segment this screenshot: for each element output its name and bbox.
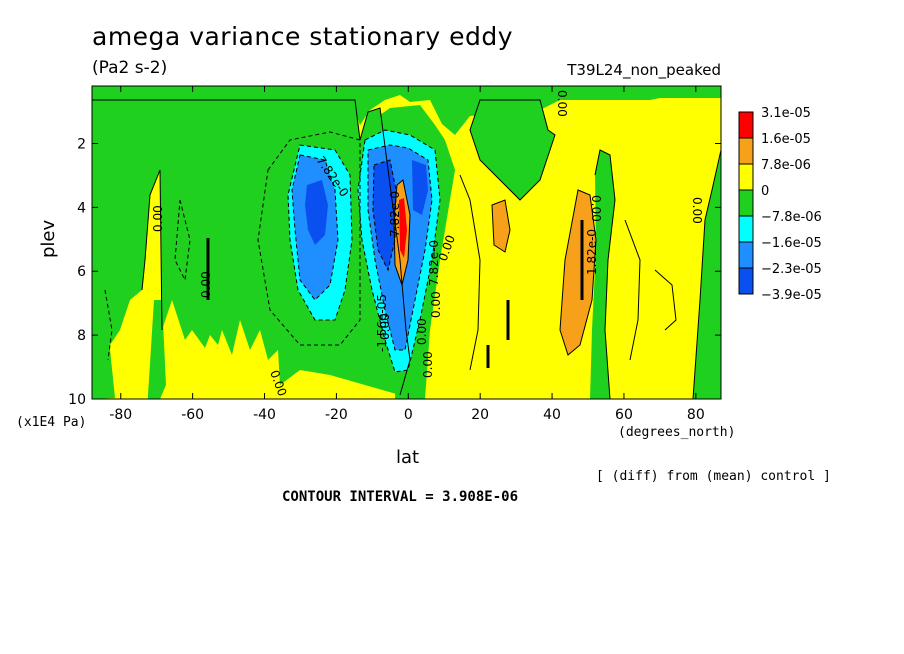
legend-label: −2.3e-05 — [761, 262, 822, 277]
green-region-nh-east — [693, 150, 721, 399]
contour-line — [372, 159, 397, 272]
darkblue-core-sh — [305, 180, 328, 245]
contour-line — [692, 149, 721, 399]
legend-label: 7.8e-06 — [761, 158, 811, 173]
y-tick-label: 8 — [77, 328, 86, 344]
contour-line — [654, 269, 677, 331]
plot-frame — [91, 85, 722, 400]
green-region-nh-strip — [590, 150, 615, 399]
contour-label: 1.82e-0 — [585, 229, 599, 275]
contour-label: 0.00 — [378, 313, 392, 340]
x-tick-label: -60 — [181, 407, 204, 423]
contour-line — [624, 219, 641, 361]
contour-line — [393, 179, 411, 287]
legend-label: 3.1e-05 — [761, 106, 811, 121]
x-tick-label: 40 — [543, 407, 561, 423]
contour-line — [291, 154, 339, 301]
contour-label: 0.00 — [415, 318, 429, 345]
contour-line — [141, 169, 163, 331]
contour-line — [559, 189, 597, 356]
orange-blob-nh — [492, 200, 510, 252]
diff-note: [ (diff) from (mean) control ] — [596, 469, 831, 484]
contour-label: 0.00 — [555, 90, 569, 117]
contour-line — [357, 129, 441, 373]
contour-line — [92, 99, 411, 396]
contour-interval: CONTOUR INTERVAL = 3.908E-06 — [282, 489, 519, 505]
green-region-nh-column — [470, 100, 555, 200]
y-tick-label: 2 — [77, 136, 86, 152]
x-tick-label: -20 — [325, 407, 348, 423]
contour-label: 0.00 — [690, 197, 704, 224]
x-tick-label: 0 — [404, 407, 413, 423]
green-region-top — [92, 86, 721, 135]
contour-label: 7.82e-0 — [427, 240, 441, 286]
contour-line — [287, 144, 353, 321]
darkblue-core-eq-right — [412, 160, 428, 215]
legend-label: −3.9e-05 — [761, 288, 822, 303]
chart-title: amega variance stationary eddy — [92, 22, 514, 51]
x-tick-label: 20 — [471, 407, 489, 423]
contour-line — [594, 149, 616, 399]
y-axis: 2 4 6 8 10 — [68, 136, 721, 408]
color-legend: 3.1e-05 1.6e-05 7.8e-06 0 −7.8e-06 −1.6e-05 −2… — [738, 106, 822, 303]
y-axis-units: (x1E4 Pa) — [16, 415, 87, 430]
y-tick-label: 10 — [68, 392, 86, 408]
contour-label: 0.00 — [421, 351, 435, 378]
legend-swatch — [738, 163, 754, 191]
contour-label: 0.00 — [429, 291, 443, 318]
y-tick-label: 6 — [77, 264, 86, 280]
legend-label: 0 — [761, 184, 769, 199]
contour-line — [367, 144, 433, 351]
x-axis-label: lat — [396, 447, 420, 468]
x-tick-label: -40 — [253, 407, 276, 423]
x-axis: -80 -60 -40 -20 0 20 40 60 80 — [109, 86, 705, 423]
y-tick-label: 4 — [77, 200, 86, 216]
legend-label: 1.6e-05 — [761, 132, 811, 147]
contour-label: 0.00 — [199, 271, 213, 298]
x-tick-label: 60 — [615, 407, 633, 423]
red-spike-equator — [399, 198, 407, 258]
run-label: T39L24_non_peaked — [567, 61, 721, 79]
contour-label: 7.82e-0 — [388, 191, 402, 237]
legend-swatch — [738, 111, 754, 139]
x-axis-units: (degrees_north) — [618, 425, 736, 440]
legend-swatch — [738, 189, 754, 217]
legend-label: −1.6e-05 — [761, 236, 822, 251]
filled-contours — [92, 86, 721, 399]
contour-label: 0.00 — [151, 205, 165, 232]
chart-units: (Pa2 s-2) — [92, 58, 168, 78]
contour-line — [491, 199, 511, 253]
contour-label: -1.56e-05 — [375, 294, 389, 352]
legend-swatch — [738, 267, 754, 295]
legend-label: −7.8e-06 — [761, 210, 822, 225]
legend-swatch — [738, 215, 754, 243]
orange-region-nh — [560, 190, 596, 355]
x-tick-label: 80 — [687, 407, 705, 423]
contour-line — [257, 131, 361, 346]
contour-line — [469, 99, 556, 201]
contour-lines — [92, 99, 721, 399]
legend-swatch — [738, 241, 754, 269]
x-tick-label: -80 — [109, 407, 132, 423]
contour-label: 0.00 — [589, 195, 603, 222]
legend-swatch — [738, 137, 754, 165]
contour-line — [459, 174, 481, 371]
